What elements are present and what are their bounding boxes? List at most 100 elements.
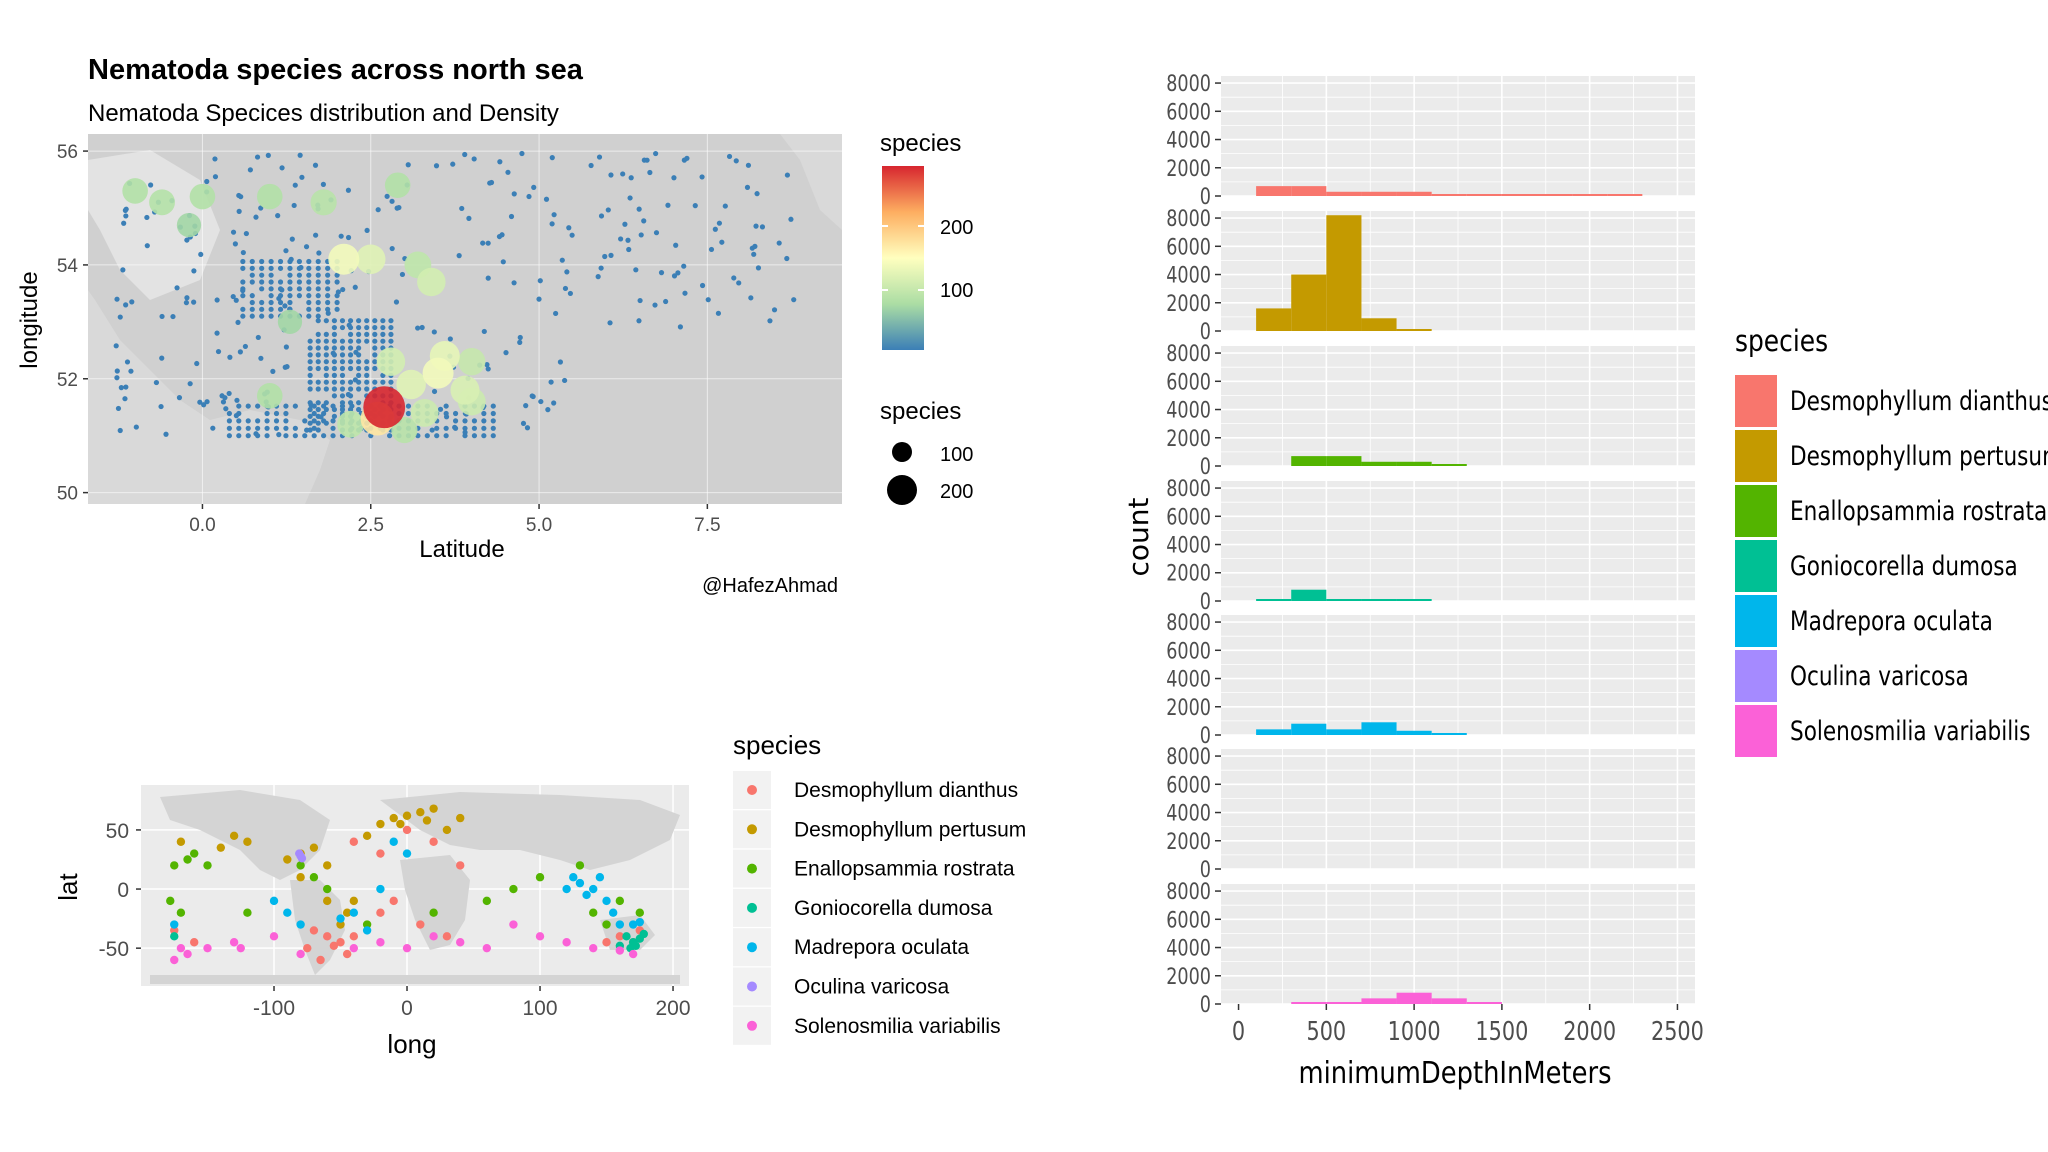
map-sample-point: [450, 161, 456, 167]
histogram-legend-label: Goniocorella dumosa: [1790, 550, 2018, 582]
world-point-7: [429, 932, 438, 941]
map-sample-point: [236, 418, 242, 424]
map-sample-point: [339, 338, 346, 344]
world-point-4: [639, 929, 648, 939]
facet-y-tick-label: 6000: [1166, 772, 1211, 797]
world-point-2: [402, 811, 412, 820]
map-sample-point: [283, 248, 289, 254]
map-sample-point: [636, 206, 642, 212]
map-density-bubble: [122, 178, 148, 204]
map-sample-point: [569, 232, 575, 238]
map-sample-point: [627, 195, 633, 201]
map-sample-point: [726, 153, 733, 160]
map-sample-point: [307, 406, 313, 413]
world-point-7: [628, 949, 638, 959]
map-sample-point: [537, 278, 543, 284]
world-point-1: [323, 932, 332, 941]
map-sample-point: [347, 365, 354, 372]
facet-y-tick-label: 8000: [1166, 341, 1211, 366]
map-sample-point: [245, 403, 251, 409]
map-sample-point: [323, 318, 329, 324]
map-caption: @HafezAhmad: [702, 575, 838, 597]
map-sample-point: [339, 345, 346, 351]
map-sample-point: [334, 279, 340, 285]
map-sample-point: [296, 279, 302, 285]
map-sample-point: [595, 274, 601, 280]
facet-y-tick-label: 4000: [1166, 533, 1211, 558]
map-sample-point: [356, 365, 362, 372]
world-point-2: [283, 855, 292, 864]
world-point-7: [376, 938, 385, 947]
map-sample-point: [306, 265, 312, 271]
world-point-1: [336, 938, 345, 947]
map-sample-point: [249, 313, 255, 319]
map-sample-point: [753, 223, 759, 229]
map-sample-point: [292, 433, 298, 439]
facet-y-tick-label: 6000: [1166, 504, 1211, 529]
histogram-bar: [1256, 729, 1292, 735]
world-point-7: [176, 943, 186, 953]
map-sample-point: [330, 418, 336, 424]
map-density-bubble: [363, 386, 406, 429]
facet-y-tick-label: 0: [1200, 723, 1211, 748]
map-sample-point: [364, 359, 370, 365]
map-sample-point: [315, 293, 321, 299]
histogram-facet-6: 0 2000 4000 6000 8000: [1166, 744, 1695, 883]
map-sample-point: [364, 379, 370, 385]
map-sample-point: [299, 174, 305, 180]
map-sample-point: [174, 285, 180, 291]
map-sample-point: [733, 158, 739, 164]
map-sample-point: [306, 286, 312, 292]
map-sample-point: [236, 433, 242, 439]
legend-key-dot: [747, 824, 757, 835]
map-sample-point: [452, 418, 459, 424]
map-sample-point: [330, 425, 336, 431]
world-point-2: [416, 807, 425, 817]
map-sample-point: [380, 318, 386, 324]
map-sample-point: [264, 410, 270, 417]
map-sample-point: [339, 372, 346, 378]
world-point-2: [216, 843, 226, 852]
map-sample-point: [282, 303, 288, 309]
map-sample-point: [715, 310, 722, 316]
map-sample-point: [788, 216, 794, 222]
map-sample-point: [490, 418, 496, 424]
map-sample-point: [443, 403, 449, 409]
map-sample-point: [356, 331, 362, 337]
map-sample-point: [232, 241, 238, 247]
map-sample-point: [545, 407, 551, 413]
map-sample-point: [331, 413, 337, 419]
world-point-2: [429, 804, 438, 813]
map-sample-point: [234, 397, 240, 403]
map-sample-point: [331, 338, 337, 344]
map-sample-point: [338, 233, 344, 239]
facet-y-tick-label: 0: [1200, 992, 1211, 1017]
map-sample-point: [321, 403, 327, 409]
histogram-legend: Desmophyllum dianthus Desmophyllum pertus…: [1735, 375, 2048, 757]
map-sample-point: [372, 318, 378, 324]
map-sample-point: [268, 313, 274, 319]
map-sample-point: [296, 293, 302, 299]
map-sample-point: [268, 306, 274, 312]
map-sample-point: [264, 418, 270, 424]
map-sample-point: [298, 264, 304, 271]
world-point-1: [602, 938, 611, 947]
world-point-2: [323, 861, 332, 870]
map-sample-point: [235, 319, 241, 326]
world-point-3: [509, 884, 518, 894]
histogram-legend-key: [1735, 650, 1777, 702]
world-occurrence-points: [166, 804, 648, 965]
map-sample-point: [564, 269, 570, 275]
map-sample-point: [626, 246, 632, 253]
facet-y-tick-label: 0: [1200, 589, 1211, 614]
map-sample-point: [176, 395, 183, 401]
histogram-bar: [1361, 722, 1397, 735]
map-sample-point: [375, 207, 381, 213]
facet-y-tick-label: 2000: [1166, 561, 1211, 586]
map-sample-point: [315, 258, 321, 265]
facet-y-tick-label: 4000: [1166, 128, 1211, 153]
map-sample-point: [308, 402, 314, 408]
map-sample-point: [356, 359, 362, 365]
map-sample-point: [311, 425, 317, 431]
map-sample-point: [307, 365, 313, 372]
